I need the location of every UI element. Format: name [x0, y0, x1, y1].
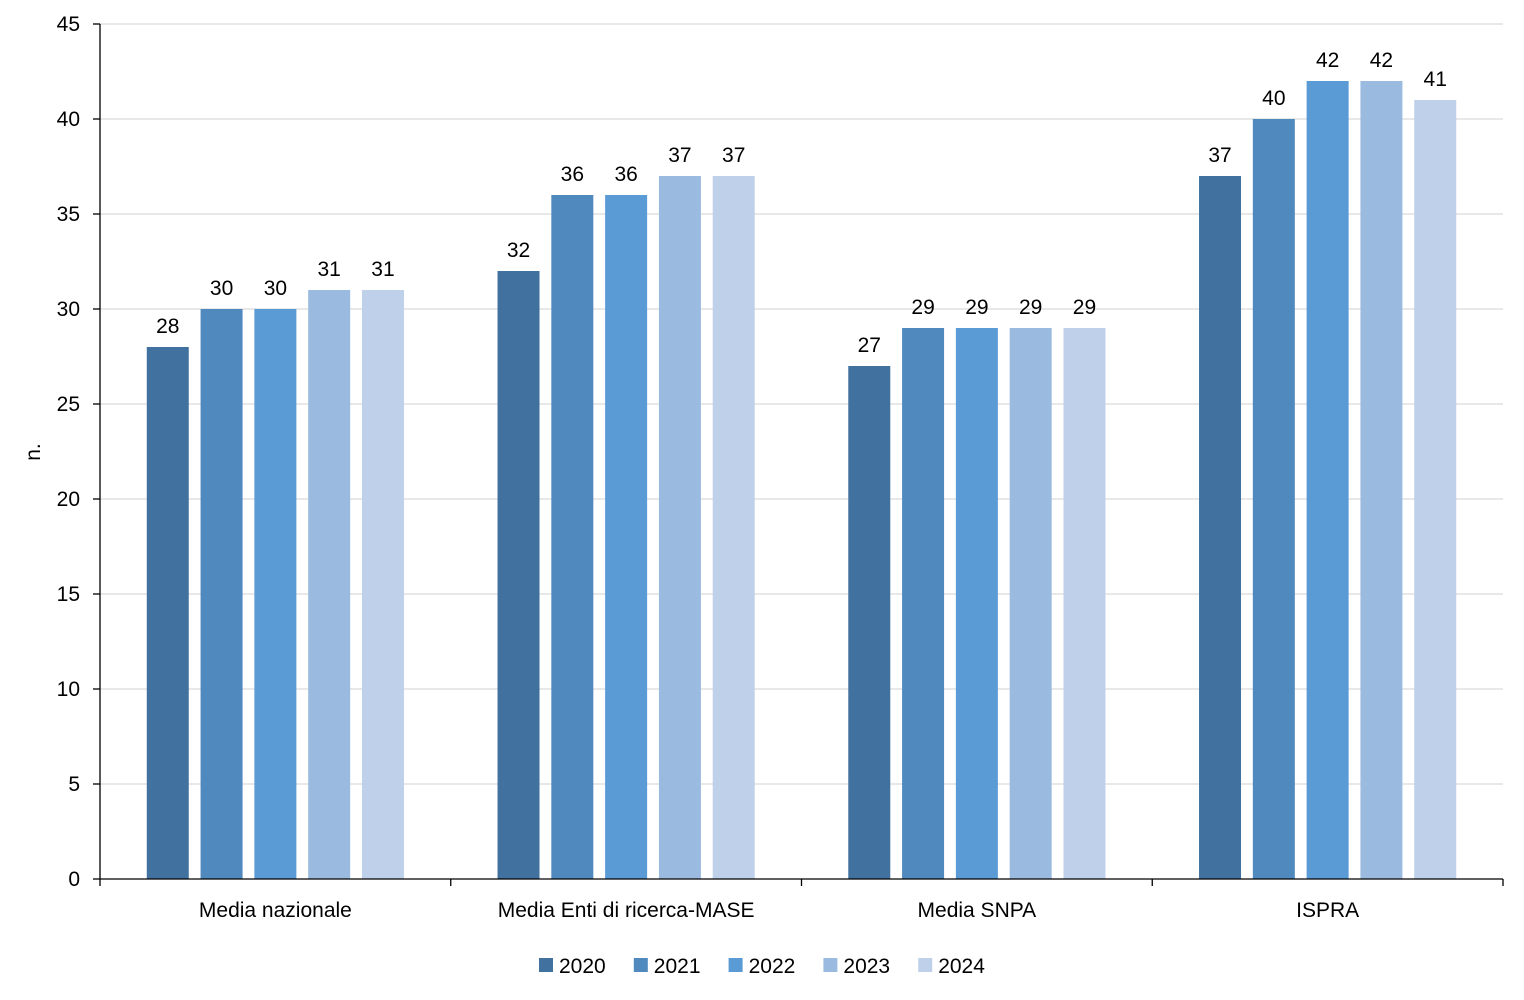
bar	[551, 195, 594, 879]
data-label: 42	[1316, 49, 1339, 72]
axes	[93, 23, 1504, 886]
y-tick-labels: 0 5 10 15 20 25 30 35 40 45	[57, 13, 80, 891]
y-tick-label: 25	[57, 393, 80, 416]
data-label: 42	[1370, 49, 1393, 72]
x-category-label: Media nazionale	[199, 899, 352, 922]
bar	[955, 328, 998, 879]
bar	[361, 290, 404, 879]
legend-label: 2021	[654, 955, 701, 978]
data-label: 41	[1424, 68, 1447, 91]
legend: 2020 2021 2022 2023 2024	[539, 955, 985, 978]
data-label: 28	[156, 315, 179, 338]
bar	[497, 271, 540, 879]
y-tick-label: 40	[57, 108, 80, 131]
y-tick-label: 45	[57, 13, 80, 36]
legend-swatch	[728, 958, 743, 972]
bar	[1360, 81, 1403, 879]
data-label: 36	[614, 163, 637, 186]
y-tick-label: 0	[68, 868, 80, 891]
bar	[146, 347, 189, 879]
data-label: 30	[210, 277, 233, 300]
legend-swatch	[823, 958, 838, 972]
data-label: 27	[858, 334, 881, 357]
legend-label: 2023	[843, 955, 890, 978]
data-label: 29	[1073, 296, 1096, 319]
bar	[848, 366, 891, 879]
data-label: 31	[371, 258, 394, 281]
data-label: 37	[722, 144, 745, 167]
bar	[1306, 81, 1349, 879]
data-label: 30	[264, 277, 287, 300]
y-tick-label: 10	[57, 678, 80, 701]
x-category-label: Media SNPA	[918, 899, 1037, 922]
y-axis-title: n.	[22, 443, 45, 461]
data-label: 36	[561, 163, 584, 186]
bar	[1009, 328, 1052, 879]
legend-swatch	[918, 958, 933, 972]
x-category-label: Media Enti di ricerca-MASE	[498, 899, 755, 922]
bar	[1063, 328, 1106, 879]
y-tick-label: 15	[57, 583, 80, 606]
data-label: 29	[965, 296, 988, 319]
legend-label: 2020	[559, 955, 606, 978]
bar	[200, 309, 243, 879]
data-label: 29	[1019, 296, 1042, 319]
y-tick-label: 20	[57, 488, 80, 511]
data-label: 37	[1208, 144, 1231, 167]
bar	[605, 195, 648, 879]
data-label: 29	[911, 296, 934, 319]
y-tick-label: 30	[57, 298, 80, 321]
bar	[658, 176, 701, 879]
bar	[254, 309, 297, 879]
legend-swatch	[539, 958, 553, 972]
legend-swatch	[633, 958, 648, 972]
x-category-labels: Media nazionale Media Enti di ricerca-MAS…	[199, 899, 1359, 922]
y-tick-label: 5	[68, 773, 80, 796]
data-label: 32	[507, 239, 530, 262]
legend-label: 2024	[938, 955, 985, 978]
legend-label: 2022	[749, 955, 796, 978]
bar	[1252, 119, 1295, 879]
bar	[308, 290, 351, 879]
data-labels: 28 30 30 31 31 32 36 36 37 37 27 29 29 29 29 37 40 42 42 41	[156, 49, 1447, 357]
x-category-label: ISPRA	[1296, 899, 1359, 922]
bars	[146, 81, 1457, 879]
bar	[1199, 176, 1242, 879]
data-label: 31	[317, 258, 340, 281]
y-tick-label: 35	[57, 203, 80, 226]
bar	[902, 328, 945, 879]
bar	[712, 176, 755, 879]
data-label: 40	[1262, 87, 1285, 110]
data-label: 37	[668, 144, 691, 167]
bar	[1414, 100, 1457, 879]
